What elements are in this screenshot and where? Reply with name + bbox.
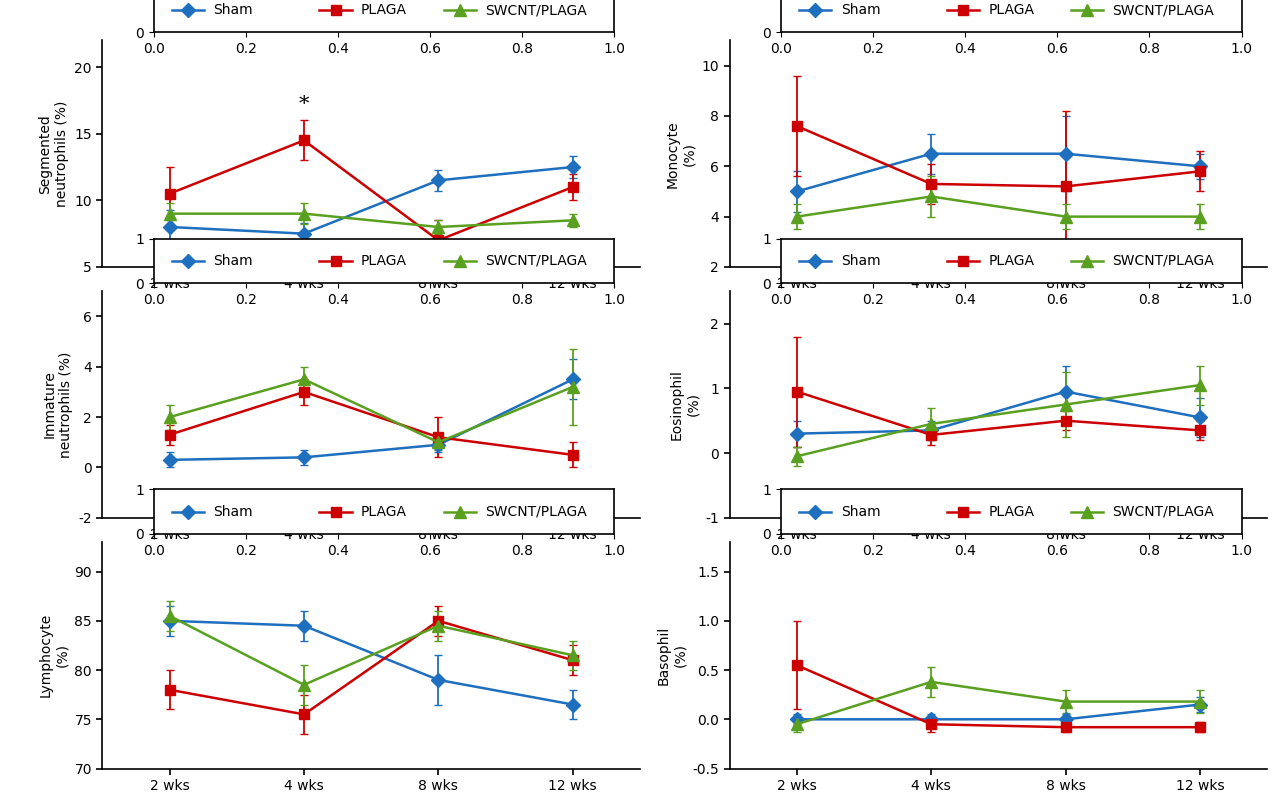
Y-axis label: Eosinophil
(%): Eosinophil (%) bbox=[669, 369, 700, 440]
Y-axis label: Segmented
neutrophils (%): Segmented neutrophils (%) bbox=[38, 100, 69, 207]
Text: PLAGA: PLAGA bbox=[988, 254, 1034, 268]
Text: Sham: Sham bbox=[214, 254, 253, 268]
Text: PLAGA: PLAGA bbox=[361, 3, 407, 17]
Text: Sham: Sham bbox=[841, 3, 881, 17]
Text: PLAGA: PLAGA bbox=[988, 3, 1034, 17]
Text: PLAGA: PLAGA bbox=[988, 505, 1034, 519]
Text: PLAGA: PLAGA bbox=[361, 505, 407, 519]
Text: *: * bbox=[298, 95, 310, 113]
Text: Sham: Sham bbox=[214, 3, 253, 17]
Y-axis label: Immature
neutrophils (%): Immature neutrophils (%) bbox=[42, 351, 73, 458]
Text: SWCNT/PLAGA: SWCNT/PLAGA bbox=[485, 254, 588, 268]
Y-axis label: Basophil
(%): Basophil (%) bbox=[657, 625, 687, 685]
Text: Sham: Sham bbox=[214, 505, 253, 519]
Text: SWCNT/PLAGA: SWCNT/PLAGA bbox=[1112, 3, 1215, 17]
Y-axis label: Monocyte
(%): Monocyte (%) bbox=[666, 120, 696, 188]
Text: Sham: Sham bbox=[841, 254, 881, 268]
Text: SWCNT/PLAGA: SWCNT/PLAGA bbox=[1112, 254, 1215, 268]
Y-axis label: Lymphocyte
(%): Lymphocyte (%) bbox=[38, 613, 69, 697]
Text: SWCNT/PLAGA: SWCNT/PLAGA bbox=[485, 3, 588, 17]
Text: SWCNT/PLAGA: SWCNT/PLAGA bbox=[485, 505, 588, 519]
Text: Sham: Sham bbox=[841, 505, 881, 519]
Text: PLAGA: PLAGA bbox=[361, 254, 407, 268]
Text: SWCNT/PLAGA: SWCNT/PLAGA bbox=[1112, 505, 1215, 519]
